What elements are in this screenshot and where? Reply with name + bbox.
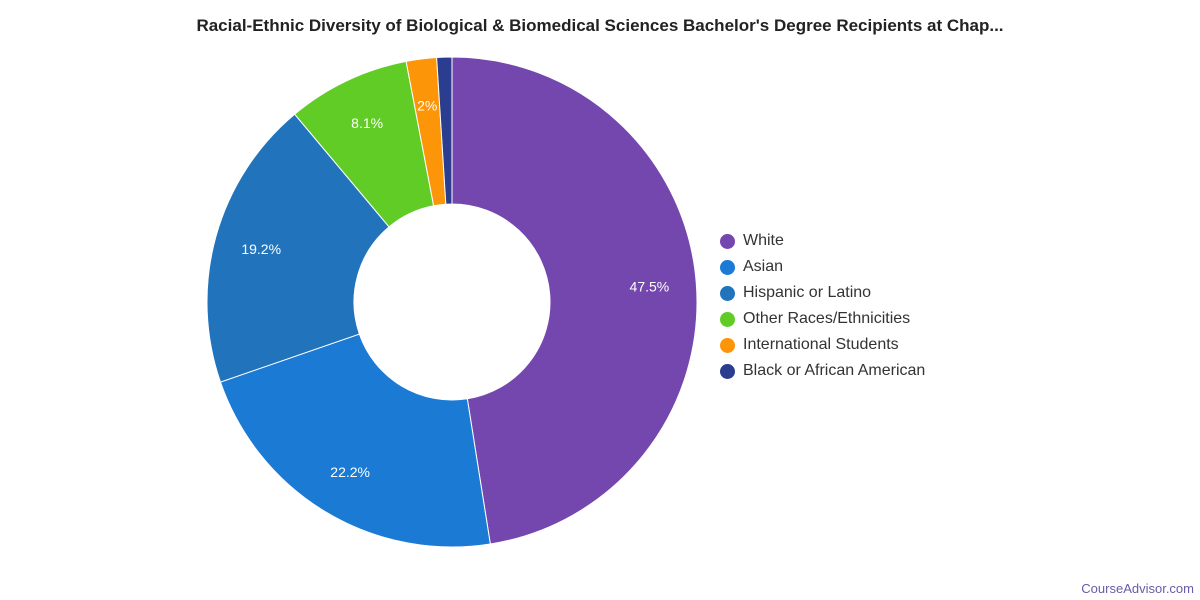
legend-label: White [743, 232, 784, 249]
legend-item[interactable]: Hispanic or Latino [720, 280, 925, 306]
legend-label: Black or African American [743, 362, 926, 379]
slice-white[interactable] [451, 56, 698, 545]
slice-black-or-african-american[interactable] [436, 56, 453, 205]
legend-swatch [720, 337, 735, 353]
slice-asian[interactable] [219, 333, 491, 548]
chart-legend: White Asian Hispanic or Latino Other Races/… [720, 228, 925, 384]
legend-item[interactable]: Black or African American [720, 358, 925, 384]
legend-label: Hispanic or Latino [743, 284, 872, 301]
legend-item[interactable]: Other Races/Ethnicities [720, 306, 925, 332]
legend-swatch [720, 259, 735, 275]
legend-item[interactable]: White [720, 228, 925, 254]
course-advisor-watermark[interactable]: CourseAdvisor.com [1081, 581, 1194, 596]
legend-swatch [720, 233, 735, 249]
legend-label: Other Races/Ethnicities [743, 310, 911, 327]
legend-label: Asian [743, 258, 784, 275]
slice-label: 22.2% [330, 464, 370, 480]
chart-title: Racial-Ethnic Diversity of Biological & … [196, 16, 1004, 35]
legend-swatch [720, 285, 735, 301]
legend-item[interactable]: Asian [720, 254, 925, 280]
slice-label: 2% [417, 98, 437, 114]
slice-hispanic-or-latino[interactable] [206, 113, 390, 383]
legend-swatch [720, 363, 735, 379]
slice-label: 19.2% [241, 241, 281, 257]
slice-label: 47.5% [630, 278, 670, 294]
legend-item[interactable]: International Students [720, 332, 925, 358]
legend-swatch [720, 311, 735, 327]
slice-label: 8.1% [351, 115, 383, 131]
legend-label: International Students [743, 336, 899, 353]
